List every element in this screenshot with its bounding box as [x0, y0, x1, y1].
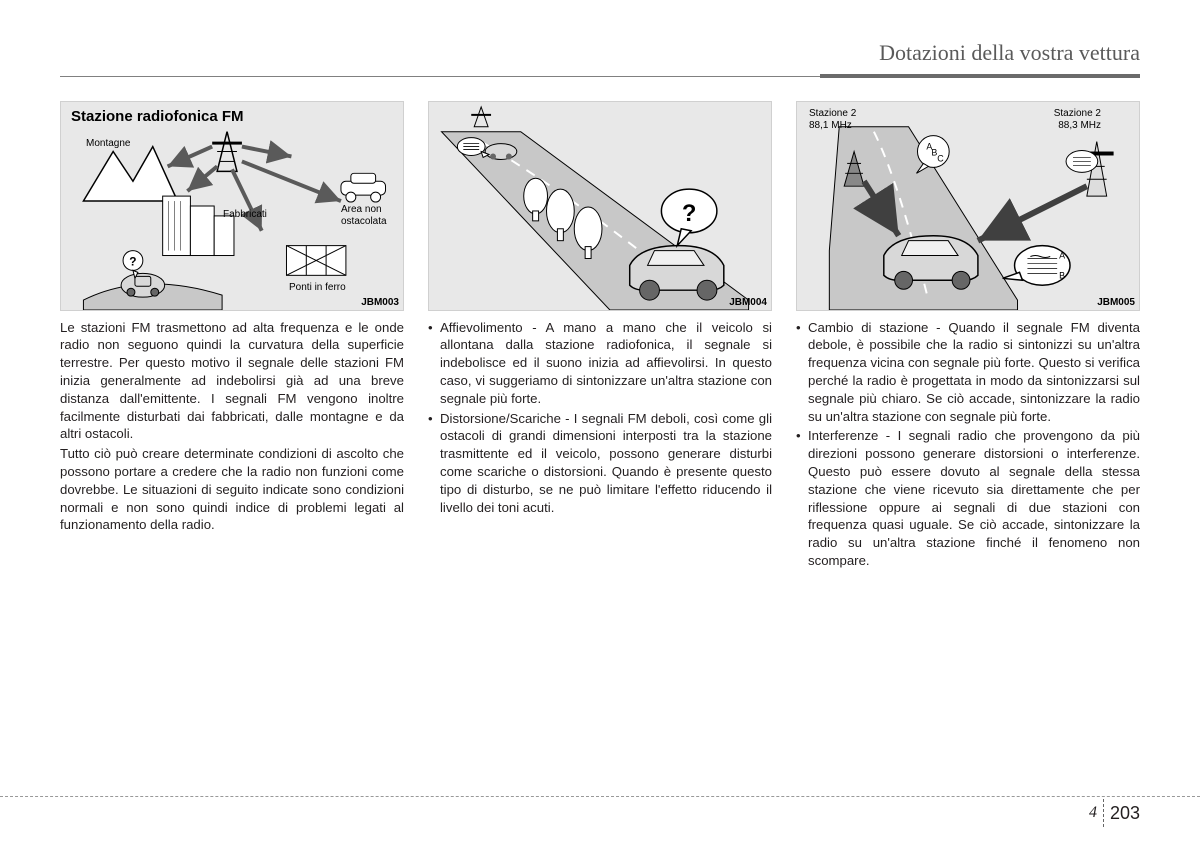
col3-bullets: Cambio di stazione - Quando il segnale F…	[796, 319, 1140, 570]
page-container: Dotazioni della vostra vettura Stazione …	[0, 0, 1200, 845]
label-open-area-1: Area non	[341, 204, 382, 215]
figure-1-title: Stazione radiofonica FM	[71, 108, 244, 125]
header-title: Dotazioni della vostra vettura	[879, 40, 1140, 65]
page-number: 4 203	[1089, 799, 1140, 827]
label-station-left-1: Stazione 2	[809, 108, 856, 119]
svg-text:B: B	[1059, 270, 1065, 280]
figure-2-svg: ?	[429, 102, 771, 310]
figure-2: ? JBM004	[428, 101, 772, 311]
page-number-value: 203	[1110, 803, 1140, 824]
label-mountains: Montagne	[86, 138, 130, 149]
col2-bullets: Affievolimento - A mano a mano che il ve…	[428, 319, 772, 517]
col2-bullet-1: Affievolimento - A mano a mano che il ve…	[428, 319, 772, 408]
svg-text:?: ?	[129, 254, 136, 268]
section-number: 4	[1089, 804, 1097, 822]
figure-2-code: JBM004	[729, 297, 767, 308]
label-buildings: Fabbricati	[223, 209, 267, 220]
label-open-area-2: ostacolata	[341, 216, 387, 227]
label-station-left-2: 88,1 MHz	[809, 120, 852, 131]
label-station-right-2: 88,3 MHz	[1058, 120, 1101, 131]
label-bridges: Ponti in ferro	[289, 282, 346, 293]
page-header: Dotazioni della vostra vettura	[60, 40, 1140, 72]
figure-3-svg: A B C A	[797, 102, 1139, 310]
col2-bullet-2: Distorsione/Scariche - I segnali FM debo…	[428, 410, 772, 517]
figure-3-code: JBM005	[1097, 297, 1135, 308]
column-2: ? JBM004 Affievolimento - A mano a mano …	[428, 101, 772, 572]
col1-para-1: Le stazioni FM trasmettono ad alta frequ…	[60, 319, 404, 444]
label-station-right-1: Stazione 2	[1054, 108, 1101, 119]
header-rule-thick	[820, 74, 1140, 78]
header-rule-thin	[60, 74, 820, 77]
col3-bullet-1: Cambio di stazione - Quando il segnale F…	[796, 319, 1140, 426]
svg-text:C: C	[937, 153, 944, 163]
col1-para-2: Tutto ciò può creare determinate condizi…	[60, 445, 404, 534]
figure-3: A B C A	[796, 101, 1140, 311]
svg-text:?: ?	[682, 199, 697, 226]
figure-1-code: JBM003	[361, 297, 399, 308]
column-1: Stazione radiofonica FM	[60, 101, 404, 572]
column-3: A B C A	[796, 101, 1140, 572]
figure-1: Stazione radiofonica FM	[60, 101, 404, 311]
page-number-divider	[1103, 799, 1104, 827]
content-columns: Stazione radiofonica FM	[60, 101, 1140, 572]
bottom-dashed-line	[0, 796, 1200, 797]
col3-bullet-2: Interferenze - I segnali radio che prove…	[796, 427, 1140, 570]
svg-text:A: A	[1059, 250, 1065, 260]
header-rule	[60, 74, 1140, 77]
